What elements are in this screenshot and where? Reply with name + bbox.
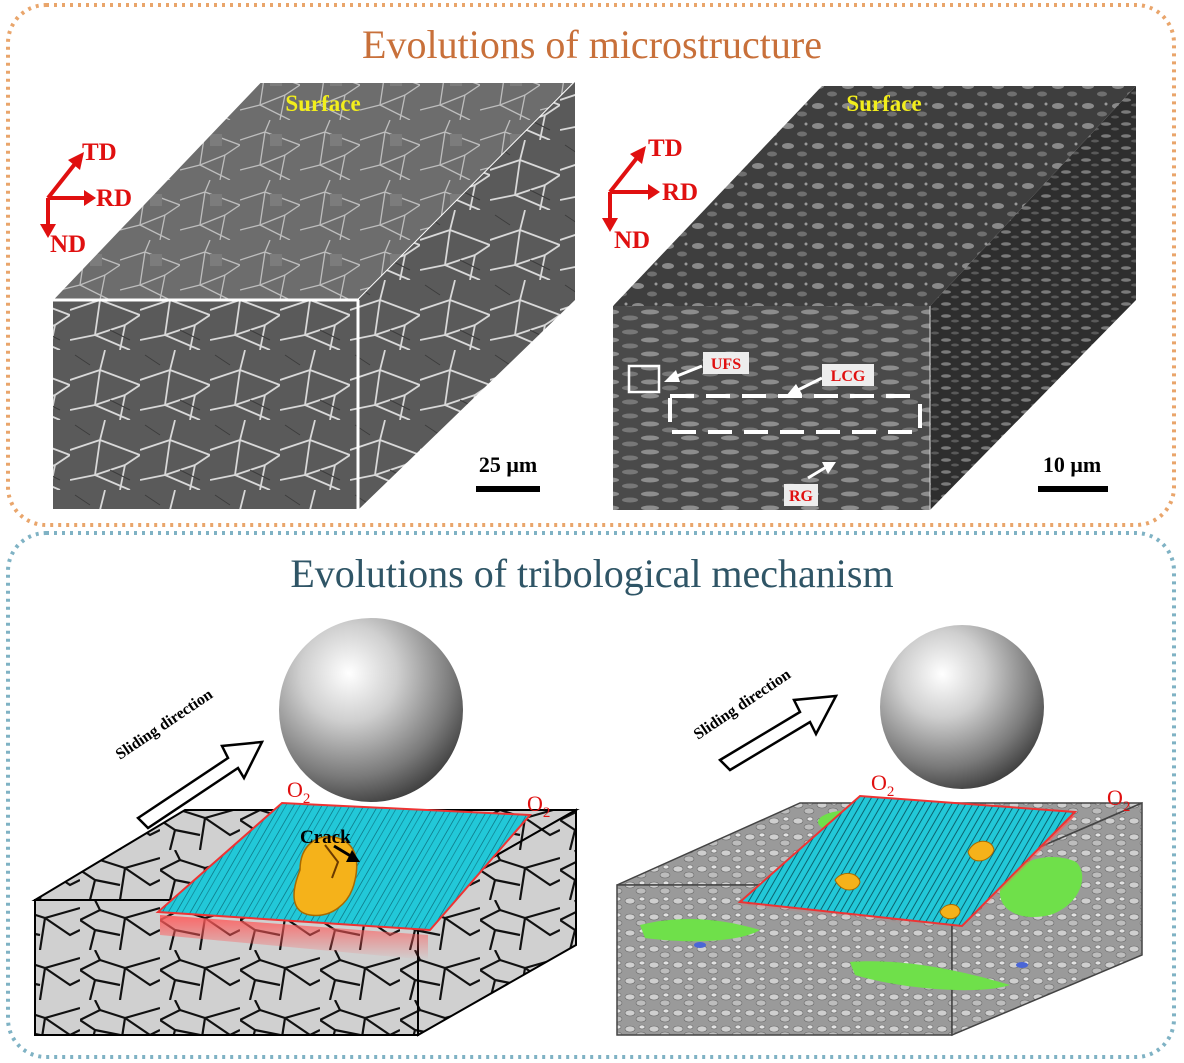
left-sliding-label: Sliding direction bbox=[113, 686, 216, 763]
left-sliding-arrow bbox=[136, 740, 265, 830]
rg-arrow bbox=[807, 464, 829, 480]
right-td-label: TD bbox=[648, 135, 683, 162]
right-debris-2 bbox=[967, 840, 995, 862]
blue-phase-1 bbox=[694, 942, 706, 948]
crack-label: Crack bbox=[300, 827, 351, 848]
ufs-marker-box bbox=[627, 364, 661, 394]
lcg-tag-bg bbox=[822, 364, 874, 386]
left-rd-label: RD bbox=[96, 185, 132, 212]
left-surface-label: Surface bbox=[285, 91, 360, 116]
right-o2-right: O2 bbox=[1107, 785, 1130, 815]
rg-label: RG bbox=[789, 488, 814, 505]
right-wear-track bbox=[737, 794, 1078, 928]
left-scale-label: 25 μm bbox=[479, 452, 537, 477]
right-rd-label: RD bbox=[662, 179, 698, 206]
bottom-panel-border bbox=[6, 531, 1176, 1059]
green-phase-2 bbox=[999, 857, 1083, 918]
left-oxide-debris bbox=[293, 835, 358, 917]
lcg-dash-box bbox=[668, 398, 922, 434]
green-phase-4 bbox=[850, 961, 1010, 991]
coarse-grain-block bbox=[49, 81, 578, 511]
right-nd-label: ND bbox=[614, 227, 650, 254]
left-o2-right: O2 bbox=[527, 791, 550, 821]
crack-line bbox=[324, 844, 340, 879]
fine-grain-block bbox=[613, 86, 1136, 510]
lcg-label: LCG bbox=[831, 368, 866, 385]
right-scale-label: 10 μm bbox=[1043, 452, 1101, 477]
right-o2-left: O2 bbox=[871, 770, 894, 800]
top-panel-title: Evolutions of microstructure bbox=[362, 22, 822, 67]
left-counter-ball bbox=[279, 618, 463, 802]
right-counter-ball bbox=[880, 625, 1044, 789]
ufs-tag-bg bbox=[703, 352, 749, 374]
green-phase-3 bbox=[640, 918, 760, 942]
right-debris-1 bbox=[834, 873, 861, 891]
right-scale-bar bbox=[1038, 486, 1108, 492]
right-sliding-arrow bbox=[717, 694, 839, 772]
bottom-panel-title: Evolutions of tribological mechanism bbox=[290, 551, 893, 596]
right-axis-triad bbox=[602, 146, 660, 232]
rg-tag-bg bbox=[784, 484, 818, 506]
top-panel-border bbox=[6, 3, 1176, 527]
left-deformed-zone bbox=[160, 915, 428, 960]
ufs-label: UFS bbox=[711, 356, 741, 373]
left-axis-triad bbox=[40, 152, 96, 238]
left-td-label: TD bbox=[82, 139, 117, 166]
blue-phase-2 bbox=[1016, 962, 1028, 968]
left-nd-label: ND bbox=[50, 231, 86, 258]
left-scale-bar bbox=[476, 486, 540, 492]
right-debris-3 bbox=[939, 904, 961, 920]
right-surface-label: Surface bbox=[846, 91, 921, 116]
left-o2-left: O2 bbox=[287, 777, 310, 807]
